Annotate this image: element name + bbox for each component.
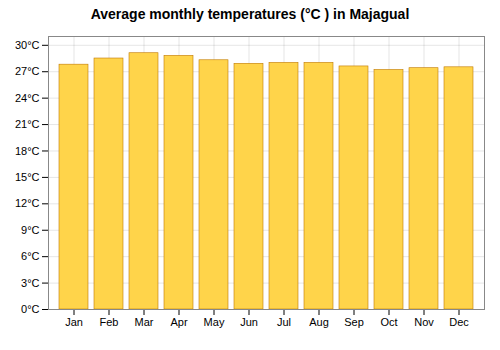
svg-text:Oct: Oct [380, 316, 397, 328]
svg-text:27°C: 27°C [15, 65, 40, 77]
svg-text:Jan: Jan [65, 316, 83, 328]
svg-text:9°C: 9°C [21, 224, 40, 236]
svg-text:18°C: 18°C [15, 145, 40, 157]
svg-text:0°C: 0°C [21, 303, 40, 315]
html-text:Average monthly temperatures (: Average monthly temperatures (°C ) in Ma… [90, 6, 410, 22]
svg-text:Feb: Feb [100, 316, 119, 328]
svg-text:Jun: Jun [240, 316, 258, 328]
svg-text:Nov: Nov [414, 316, 434, 328]
svg-text:12°C: 12°C [15, 197, 40, 209]
svg-text:24°C: 24°C [15, 92, 40, 104]
svg-text:Dec: Dec [449, 316, 469, 328]
svg-text:21°C: 21°C [15, 118, 40, 130]
svg-text:Sep: Sep [344, 316, 364, 328]
svg-text:Jul: Jul [277, 316, 291, 328]
svg-text:Aug: Aug [309, 316, 329, 328]
svg-text:Mar: Mar [135, 316, 154, 328]
svg-text:Apr: Apr [170, 316, 187, 328]
svg-text:May: May [204, 316, 225, 328]
svg-text:3°C: 3°C [21, 277, 40, 289]
svg-text:15°C: 15°C [15, 171, 40, 183]
svg-text:30°C: 30°C [15, 39, 40, 51]
svg-text:6°C: 6°C [21, 250, 40, 262]
